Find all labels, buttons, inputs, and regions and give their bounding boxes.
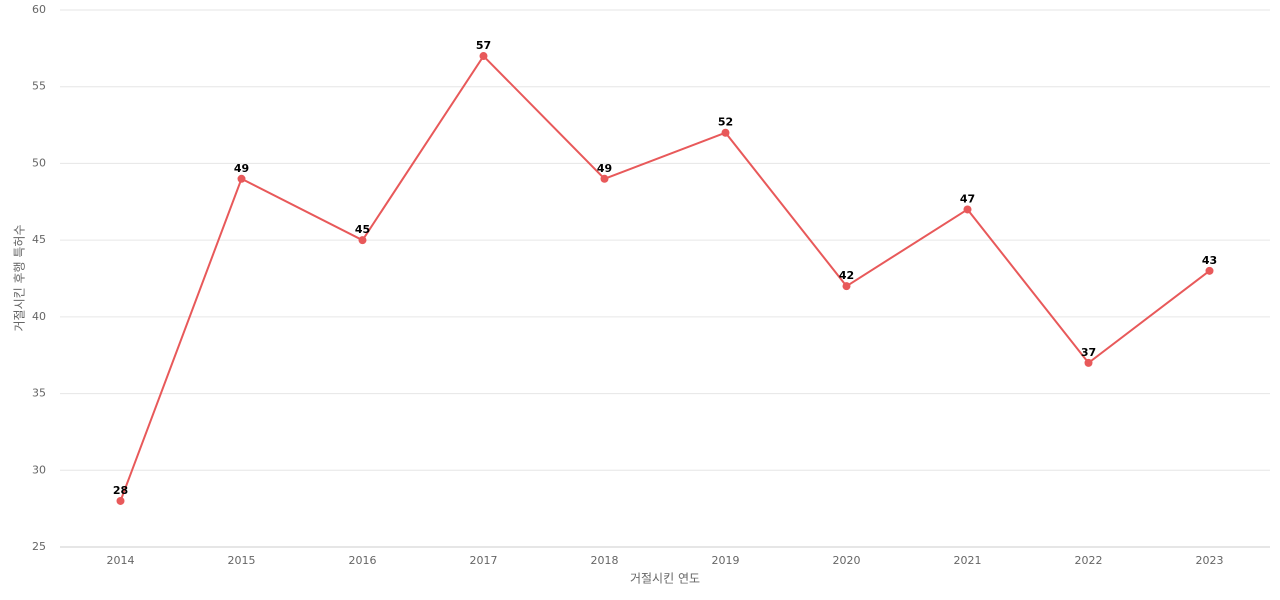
x-tick-label: 2019: [712, 554, 740, 567]
y-tick-label: 25: [32, 540, 46, 553]
line: [119, 54, 1211, 502]
value-label: 28: [113, 484, 128, 497]
value-label: 37: [1081, 346, 1096, 359]
point: [842, 282, 851, 291]
y-tick-label: 60: [32, 3, 46, 16]
value-label: 45: [355, 223, 370, 236]
value-label: 42: [839, 269, 854, 282]
point: [237, 174, 246, 183]
x-tick-label: 2021: [954, 554, 982, 567]
y-tick-label: 35: [32, 387, 46, 400]
value-label: 57: [476, 39, 491, 52]
point: [479, 52, 488, 61]
x-tick-label: 2015: [228, 554, 256, 567]
value-label: 49: [234, 162, 249, 175]
point: [600, 174, 609, 183]
point: [1205, 266, 1214, 275]
x-tick-label: 2022: [1075, 554, 1103, 567]
y-tick-label: 55: [32, 80, 46, 93]
y-tick-label: 40: [32, 310, 46, 323]
x-axis-label: 거절시킨 연도: [630, 572, 700, 586]
point: [721, 128, 730, 137]
x-tick-label: 2020: [833, 554, 861, 567]
y-tick-label: 30: [32, 463, 46, 476]
x-tick-label: 2014: [107, 554, 135, 567]
point: [1084, 358, 1093, 367]
point: [116, 496, 125, 505]
x-tick-label: 2016: [349, 554, 377, 567]
value-label: 49: [597, 162, 612, 175]
y-tick-label: 45: [32, 233, 46, 246]
x-tick-label: 2017: [470, 554, 498, 567]
point: [358, 236, 367, 245]
y-tick-label: 50: [32, 156, 46, 169]
value-label: 43: [1202, 254, 1217, 267]
value-label: 47: [960, 192, 975, 205]
y-axis-label: 거절시킨 후행 특허수: [12, 225, 27, 332]
point: [963, 205, 972, 214]
x-tick-label: 2018: [591, 554, 619, 567]
x-tick-label: 2023: [1196, 554, 1224, 567]
value-label: 52: [718, 116, 733, 129]
